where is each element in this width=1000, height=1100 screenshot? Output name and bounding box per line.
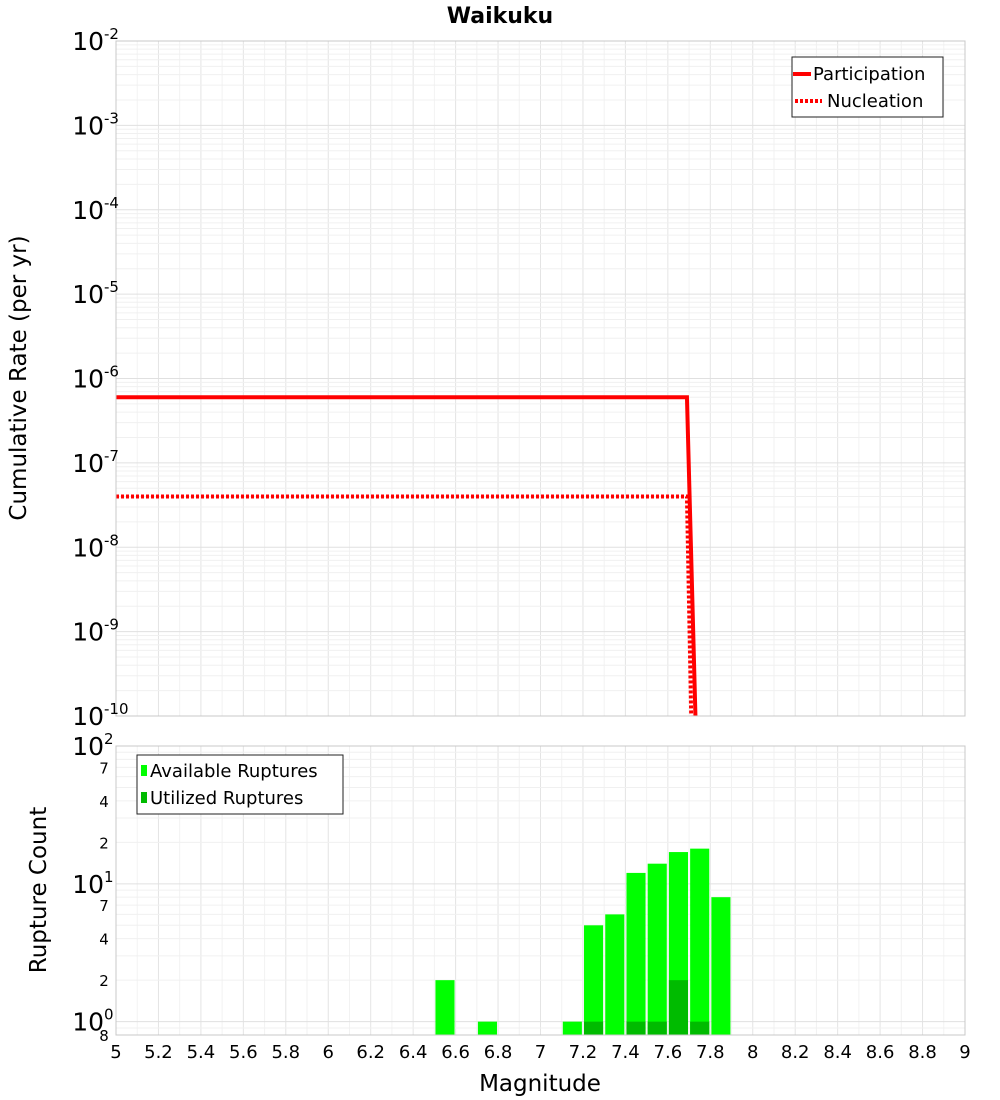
bottom-y-tick-exponent: 1 (104, 868, 114, 886)
top-y-tick-exponent: -4 (104, 194, 119, 212)
x-tick-label: 5.2 (144, 1042, 173, 1063)
bottom-legend: Available Ruptures Utilized Ruptures (136, 754, 344, 815)
available-rupture-bar (562, 1021, 582, 1035)
series-line-nucleation (116, 494, 694, 717)
x-tick-label: 7.6 (654, 1042, 683, 1063)
legend-utilized-label: Utilized Ruptures (150, 788, 303, 809)
top-y-tick-exponent: -6 (104, 363, 119, 381)
bottom-y-minor-label: 4 (99, 931, 109, 949)
utilized-rupture-bar (668, 980, 689, 1035)
top-y-tick-label: 10 (72, 618, 104, 647)
top-y-tick-label: 10 (72, 365, 104, 394)
x-tick-label: 5.4 (187, 1042, 216, 1063)
top-grid (115, 41, 966, 717)
x-tick-label: 8.6 (866, 1042, 895, 1063)
x-tick-label: 6.2 (356, 1042, 385, 1063)
x-tick-label: 8 (747, 1042, 758, 1063)
x-tick-label: 6.8 (484, 1042, 513, 1063)
available-rupture-bar (690, 848, 710, 1035)
top-y-tick-exponent: -9 (104, 616, 119, 634)
x-tick-label: 7.4 (611, 1042, 640, 1063)
x-tick-label: 9 (959, 1042, 970, 1063)
utilized-rupture-bar (584, 1021, 604, 1035)
bottom-y-minor-label: 8 (99, 1027, 109, 1045)
x-tick-label: 8.4 (823, 1042, 852, 1063)
x-tick-label: 8.8 (908, 1042, 937, 1063)
top-y-tick-label: 10 (72, 702, 104, 731)
bottom-y-tick-label: 10 (72, 870, 104, 899)
x-tick-label: 5.6 (229, 1042, 258, 1063)
top-y-tick-exponent: -2 (104, 25, 119, 43)
legend-available-label: Available Ruptures (150, 761, 318, 782)
series-line-participation (116, 395, 698, 717)
rupture-bars (435, 848, 731, 1035)
available-rupture-bar (584, 925, 604, 1035)
bottom-y-minor-label: 7 (99, 897, 109, 915)
bottom-plot-frame (115, 745, 966, 1036)
bottom-y-minor-label: 4 (99, 793, 109, 811)
x-tick-label: 8.2 (781, 1042, 810, 1063)
top-y-tick-label: 10 (72, 280, 104, 309)
top-legend: Participation Nucleation (791, 56, 944, 118)
top-plot-frame (115, 40, 966, 717)
x-tick-label: 6 (323, 1042, 334, 1063)
top-y-tick-label: 10 (72, 27, 104, 56)
available-rupture-bar (605, 914, 625, 1035)
x-tick-label: 6.6 (441, 1042, 470, 1063)
bottom-y-tick-label: 10 (72, 732, 104, 761)
bottom-y-tick-exponent: 0 (104, 1006, 114, 1024)
top-legend-box (791, 56, 944, 118)
rate-lines (116, 395, 698, 717)
utilized-rupture-bar (626, 1021, 646, 1035)
available-rupture-bar (477, 1021, 497, 1035)
available-rupture-bar (626, 872, 646, 1035)
top-y-tick-label: 10 (72, 449, 104, 478)
bottom-y-tick-label: 10 (72, 1008, 104, 1037)
top-y-tick-exponent: -3 (104, 109, 119, 127)
bottom-y-axis-label: Rupture Count (26, 807, 52, 973)
bottom-y-minor-label: 2 (99, 834, 109, 852)
top-y-tick-exponent: -8 (104, 531, 119, 549)
x-tick-label: 7.8 (696, 1042, 725, 1063)
bottom-y-minor-label: 7 (99, 759, 109, 777)
x-tick-label: 7 (535, 1042, 546, 1063)
chart-title: Waikuku (447, 4, 553, 29)
top-y-tick-label: 10 (72, 111, 104, 140)
available-rupture-bar (435, 980, 455, 1035)
top-y-axis-label: Cumulative Rate (per yr) (6, 235, 32, 520)
top-y-tick-exponent: -7 (104, 447, 119, 465)
x-tick-label: 5.8 (271, 1042, 300, 1063)
top-y-tick-label: 10 (72, 196, 104, 225)
legend-available-swatch (141, 765, 147, 776)
bottom-y-minor-label: 2 (99, 972, 109, 990)
available-rupture-bar (647, 863, 667, 1035)
top-y-tick-label: 10 (72, 533, 104, 562)
x-tick-label: 6.4 (399, 1042, 428, 1063)
top-y-tick-exponent: -10 (104, 700, 129, 718)
legend-nucleation-label: Nucleation (827, 91, 923, 112)
legend-participation-label: Participation (813, 64, 925, 85)
top-y-tick-exponent: -5 (104, 278, 119, 296)
available-rupture-bar (711, 897, 731, 1035)
x-axis-label: Magnitude (479, 1071, 601, 1097)
utilized-rupture-bar (690, 1021, 710, 1035)
plot-frames (115, 40, 966, 1036)
x-tick-label: 5 (110, 1042, 121, 1063)
bottom-legend-box (136, 754, 344, 815)
legend-utilized-swatch (141, 792, 147, 803)
bottom-y-tick-exponent: 2 (104, 730, 114, 748)
utilized-rupture-bar (647, 1021, 667, 1035)
x-tick-label: 7.2 (569, 1042, 598, 1063)
